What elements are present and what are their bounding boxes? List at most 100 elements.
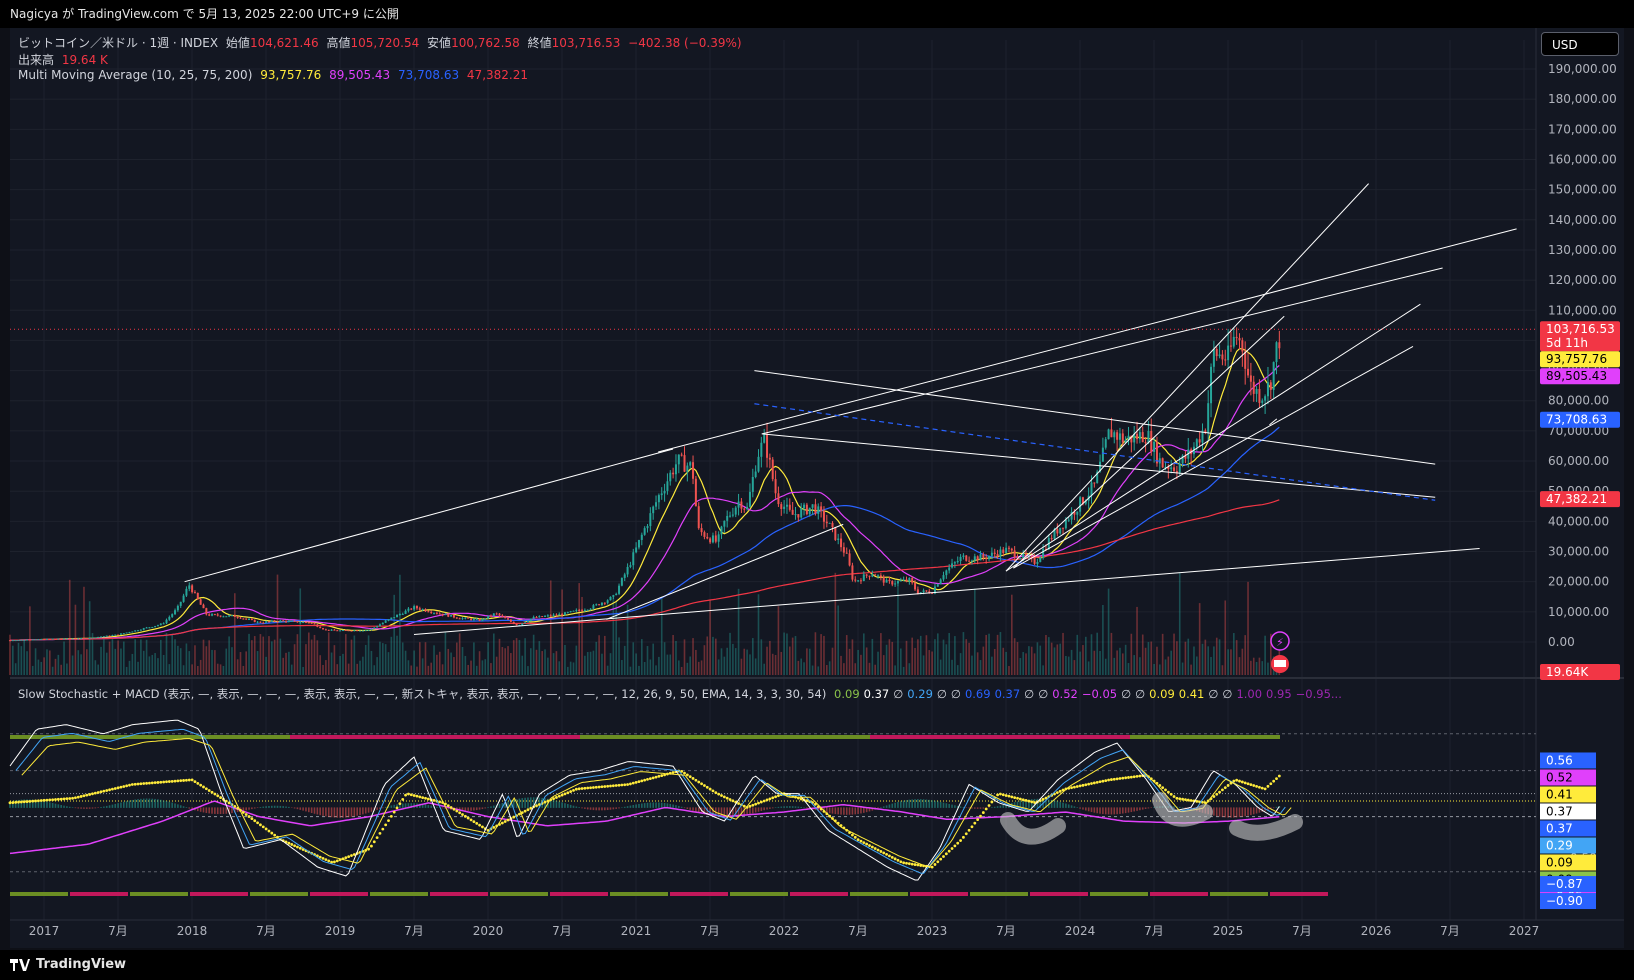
macd-histogram-bar bbox=[276, 805, 279, 808]
signal-dotted-line-dot bbox=[759, 800, 763, 804]
oscillator-legend-value: −0.05 bbox=[1081, 687, 1118, 701]
macd-histogram-bar bbox=[626, 806, 629, 808]
signal-dotted-line-dot bbox=[347, 855, 351, 859]
candle-body bbox=[245, 618, 248, 620]
candle-body bbox=[51, 638, 54, 640]
candle-body bbox=[1170, 467, 1173, 470]
volume-bar bbox=[490, 663, 492, 675]
macd-histogram-bar bbox=[777, 806, 780, 808]
oscillator-legend-value: ∅ bbox=[936, 687, 947, 701]
oscillator-legend[interactable]: Slow Stochastic + MACD (表示, —, 表示, —, —,… bbox=[18, 686, 1346, 702]
signal-dotted-line-dot bbox=[594, 785, 598, 789]
volume-bar bbox=[678, 660, 680, 675]
volume-bar bbox=[643, 661, 646, 675]
signal-dotted-line-dot bbox=[936, 860, 940, 864]
macd-histogram-bar bbox=[854, 807, 857, 815]
candle-body bbox=[253, 619, 256, 623]
macd-histogram-bar bbox=[561, 802, 563, 808]
oscillator-legend-value: ∅ bbox=[893, 687, 904, 701]
signal-dotted-line-dot bbox=[259, 823, 262, 827]
signal-dotted-line-dot bbox=[910, 862, 914, 866]
macd-histogram-bar bbox=[77, 807, 80, 809]
time-tick: 2027 bbox=[1509, 924, 1540, 938]
oscillator-value-text: −0.90 bbox=[1546, 894, 1583, 908]
candle-body bbox=[250, 619, 253, 621]
volume-bar bbox=[601, 653, 603, 675]
macd-histogram-bar bbox=[222, 807, 225, 814]
volume-bar bbox=[740, 658, 743, 675]
macd-histogram-bar bbox=[530, 797, 532, 808]
signal-dotted-line-dot bbox=[865, 842, 869, 846]
macd-histogram-bar bbox=[478, 807, 481, 810]
volume-bar bbox=[467, 664, 469, 675]
volume-tag-value: 19.64K bbox=[1546, 665, 1589, 679]
candle-body bbox=[637, 539, 640, 548]
macd-histogram-bar bbox=[1013, 802, 1016, 808]
signal-dotted-line-dot bbox=[392, 810, 396, 814]
signal-dotted-line-dot bbox=[728, 798, 732, 801]
volume-bar bbox=[1019, 658, 1022, 675]
candle-body bbox=[928, 591, 931, 593]
trend-bar-bottom bbox=[370, 892, 428, 896]
price-tick: 80,000.00 bbox=[1548, 394, 1609, 408]
volume-bar bbox=[305, 644, 307, 675]
macd-histogram-bar bbox=[697, 807, 700, 813]
price-tick: 190,000.00 bbox=[1548, 62, 1617, 76]
tradingview-logo[interactable]: TradingView bbox=[10, 950, 126, 980]
signal-dotted-line-dot bbox=[964, 832, 968, 836]
macd-histogram-bar bbox=[660, 802, 663, 808]
symbol-name[interactable]: ビットコイン／米ドル · 1週 · INDEX bbox=[18, 36, 219, 50]
candle-body bbox=[418, 608, 421, 610]
signal-dotted-line-dot bbox=[71, 796, 74, 800]
macd-histogram-bar bbox=[928, 799, 931, 808]
macd-histogram-bar bbox=[265, 806, 267, 808]
mma-legend[interactable]: Multi Moving Average (10, 25, 75, 200) 9… bbox=[18, 68, 532, 82]
macd-histogram-bar bbox=[157, 799, 159, 808]
volume-bar bbox=[345, 634, 347, 675]
signal-dotted-line-dot bbox=[1132, 775, 1136, 779]
trend-bar-bottom bbox=[550, 892, 608, 896]
volume-bar bbox=[114, 648, 117, 675]
macd-histogram-bar bbox=[177, 804, 179, 808]
candle-body bbox=[267, 621, 270, 623]
candle-body bbox=[780, 504, 783, 509]
volume-bar bbox=[985, 634, 987, 675]
volume-bar bbox=[504, 648, 506, 675]
volume-bar bbox=[1184, 641, 1187, 675]
volume-bar bbox=[475, 665, 478, 675]
volume-bar bbox=[720, 648, 723, 675]
macd-histogram-bar bbox=[549, 799, 552, 808]
signal-dotted-line-dot bbox=[1030, 800, 1034, 804]
currency-button[interactable]: USD bbox=[1541, 32, 1619, 56]
signal-dotted-line-dot bbox=[113, 787, 117, 790]
signal-dotted-line-dot bbox=[933, 863, 937, 866]
signal-dotted-line-dot bbox=[264, 827, 268, 831]
candle-body bbox=[219, 615, 222, 617]
candle-body bbox=[464, 617, 467, 619]
macd-histogram-bar bbox=[1230, 807, 1232, 818]
chart-frame[interactable] bbox=[10, 28, 1624, 948]
volume-bar bbox=[928, 650, 931, 675]
signal-dotted-line-dot bbox=[1033, 801, 1036, 804]
candle-body bbox=[125, 632, 128, 634]
signal-dotted-line-dot bbox=[694, 778, 698, 782]
volume-bar bbox=[686, 662, 689, 675]
candle-body bbox=[239, 617, 242, 619]
macd-histogram-bar bbox=[1079, 807, 1081, 809]
macd-histogram-bar bbox=[1255, 807, 1258, 814]
volume-bar bbox=[1250, 660, 1252, 675]
macd-histogram-bar bbox=[737, 807, 740, 817]
macd-histogram-bar bbox=[23, 799, 25, 808]
volume-bar bbox=[826, 665, 828, 675]
signal-dotted-line-dot bbox=[290, 843, 294, 846]
candle-body bbox=[837, 538, 840, 540]
candle-body bbox=[797, 514, 800, 518]
volume-legend: 出来高 19.64 K bbox=[18, 51, 112, 68]
macd-histogram-bar bbox=[1224, 807, 1227, 818]
macd-histogram-bar bbox=[333, 807, 336, 818]
candle-body bbox=[871, 574, 874, 577]
signal-dotted-line-dot bbox=[1024, 799, 1028, 802]
candle-body bbox=[1198, 439, 1201, 443]
volume-bar bbox=[606, 665, 609, 675]
